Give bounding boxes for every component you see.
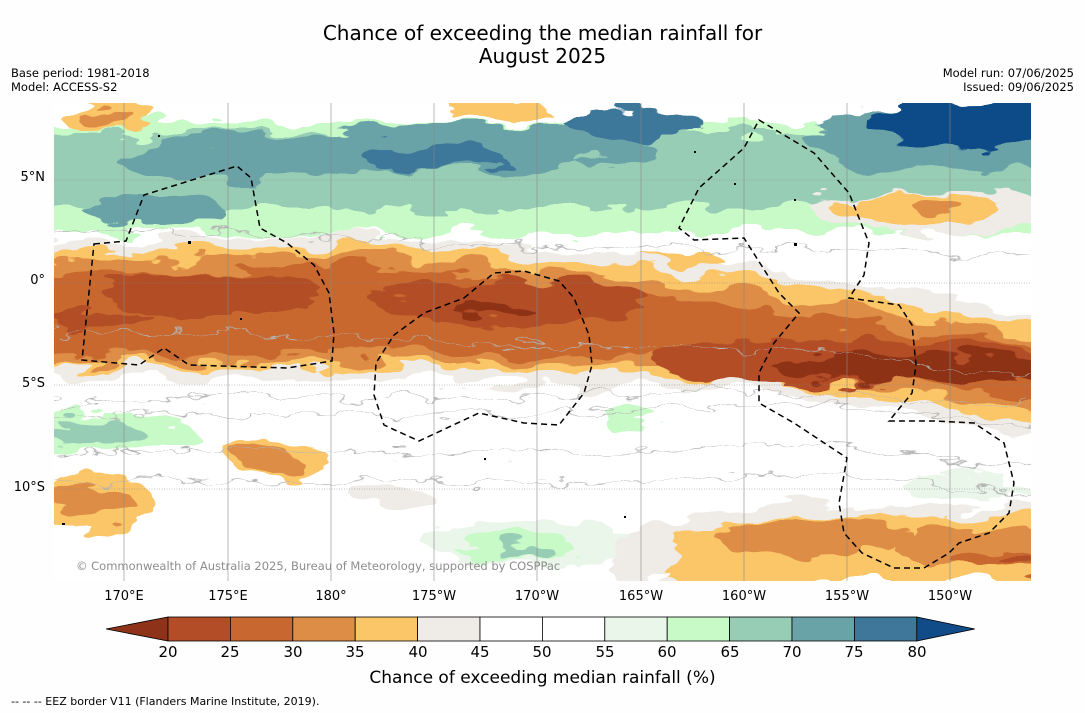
lat-tick-5n: 5°N [20,170,46,185]
cbar-segment-8 [666,616,731,642]
cbar-segment-2 [292,616,356,642]
cbar-tick-40: 40 [408,643,428,661]
cbar-tick-55: 55 [595,643,615,661]
lon-tick-160w: 160°W [721,589,767,604]
cbar-tick-75: 75 [844,643,864,661]
cbar-tick-35: 35 [345,643,365,661]
cbar-tick-65: 65 [720,643,740,661]
model-name: Model: ACCESS-S2 [11,80,118,94]
cbar-segment-3 [354,616,418,642]
cbar-segment-4 [417,616,481,642]
cbar-tick-20: 20 [158,643,178,661]
chart-title: Chance of exceeding the median rainfall … [0,22,1085,68]
lon-tick-175e: 175°E [208,589,248,604]
copyright-notice: © Commonwealth of Australia 2025, Bureau… [76,559,561,573]
cbar-tick-30: 30 [283,643,303,661]
meta-right: Model run: 07/06/2025 Issued: 09/06/2025 [943,66,1074,94]
lat-tick-5s: 5°S [21,376,45,391]
cbar-segment-0 [167,616,231,642]
meta-left: Base period: 1981-2018 Model: ACCESS-S2 [11,66,150,94]
eez-kiribati-phoenix [373,270,593,442]
map-panel [54,103,1031,581]
lon-tick-165w: 165°W [618,589,664,604]
eez-kiribati-gilbert [81,165,335,369]
lon-tick-150w: 150°W [927,589,973,604]
cbar-tick-70: 70 [782,643,802,661]
islands [62,135,797,525]
title-line-2: August 2025 [478,44,607,68]
colorbar [106,616,975,642]
colorbar-label: Chance of exceeding median rainfall (%) [369,668,716,688]
base-period: Base period: 1981-2018 [11,66,150,80]
lon-tick-170w: 170°W [514,589,560,604]
cbar-segment-6 [541,616,606,642]
cbar-segment-9 [729,616,793,642]
lat-tick-10s: 10°S [13,480,45,495]
contour-lines [54,230,1031,494]
cbar-tick-80: 80 [907,643,927,661]
cbar-segment-7 [604,616,668,642]
gridlines [54,103,1031,581]
cbar-tick-50: 50 [532,643,552,661]
cbar-extend-high [916,616,975,642]
lon-tick-155w: 155°W [824,589,870,604]
colorbar-segments [106,616,975,642]
issued-date: Issued: 09/06/2025 [963,80,1074,94]
model-run: Model run: 07/06/2025 [942,66,1074,80]
cbar-segment-10 [791,616,855,642]
lat-tick-0: 0° [30,273,45,288]
title-line-1: Chance of exceeding the median rainfall … [322,21,763,45]
eez-borders [81,118,1015,569]
cbar-tick-25: 25 [220,643,240,661]
lon-tick-175w: 175°W [411,589,457,604]
rainfall-map [54,103,1031,581]
cbar-tick-45: 45 [470,643,490,661]
lon-tick-170e: 170°E [104,589,144,604]
lon-tick-180: 180° [315,589,347,604]
eez-footnote: -- -- -- EEZ border V11 (Flanders Marine… [11,695,320,708]
cbar-tick-60: 60 [657,643,677,661]
rainfall-field [54,103,1031,581]
cbar-segment-1 [230,616,294,642]
cbar-extend-low [106,616,169,642]
eez-kiribati-line [678,118,1015,569]
cbar-segment-5 [479,616,543,642]
cbar-segment-11 [854,616,918,642]
